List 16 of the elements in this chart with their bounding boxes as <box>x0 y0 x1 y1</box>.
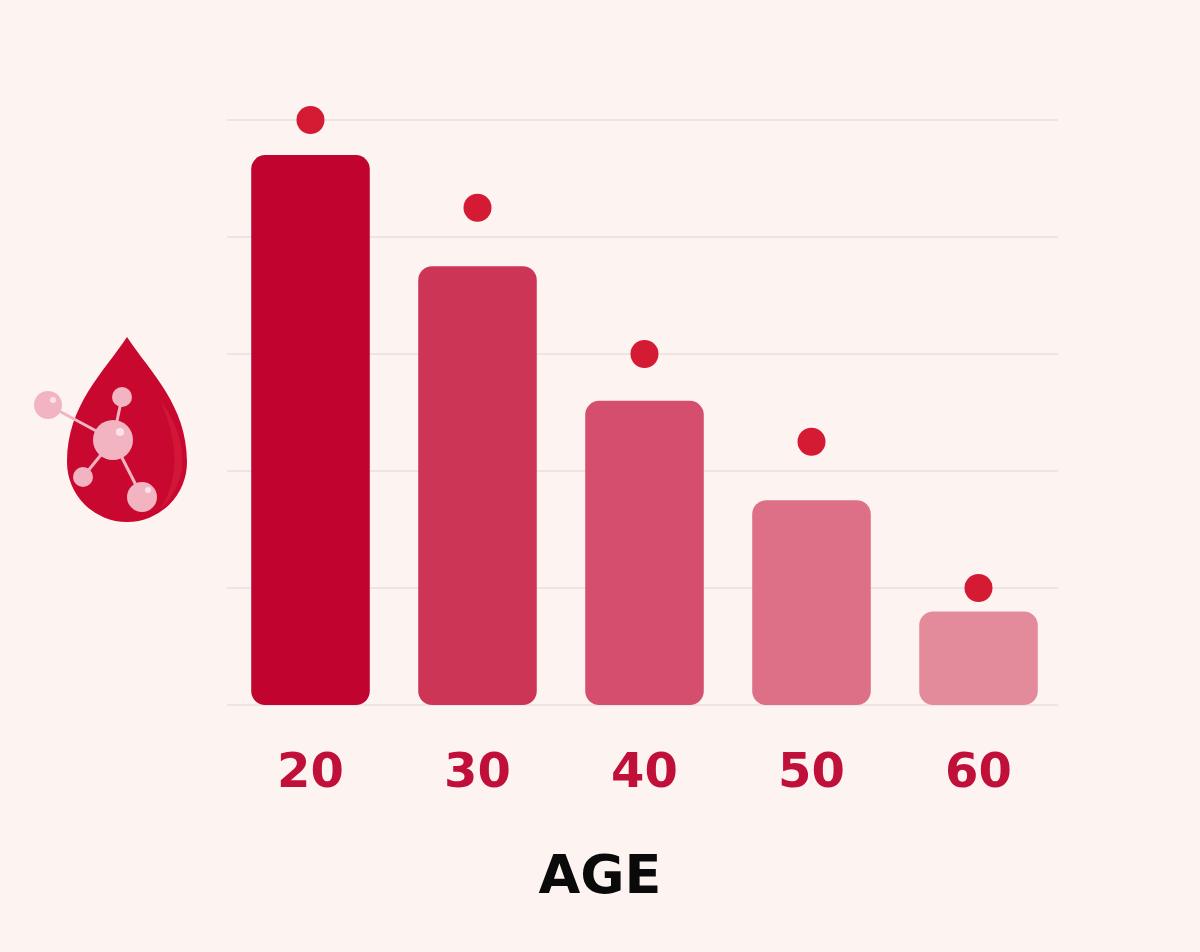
bar <box>251 155 370 705</box>
bar <box>752 500 871 705</box>
point <box>630 340 659 368</box>
x-tick-label: 50 <box>778 742 845 798</box>
bar <box>585 400 704 705</box>
x-tick-label: 60 <box>945 742 1012 798</box>
bar <box>919 611 1038 705</box>
x-tick-label: 20 <box>277 742 344 798</box>
x-axis-title: AGE <box>538 843 662 906</box>
point <box>964 574 993 602</box>
bar <box>418 266 537 705</box>
point <box>797 427 826 456</box>
point <box>463 193 492 222</box>
x-tick-label: 30 <box>444 742 511 798</box>
x-tick-label: 40 <box>611 742 678 798</box>
point <box>296 106 325 134</box>
